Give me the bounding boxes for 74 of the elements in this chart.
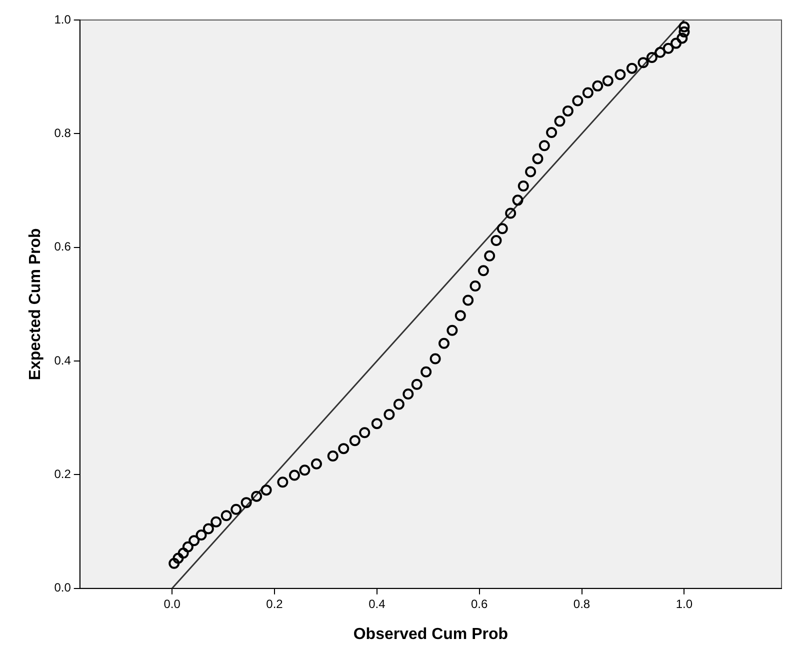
point (230, 504, 242, 515)
point (438, 338, 450, 349)
y-axis-title: Expected Cum Prob (27, 228, 44, 380)
x-tick-label: 0.6 (471, 596, 488, 611)
point (393, 398, 404, 410)
point (554, 116, 566, 127)
point (384, 408, 395, 420)
point (512, 194, 524, 206)
y-tick-label: 0.0 (54, 580, 72, 595)
point (538, 140, 550, 152)
point (518, 180, 529, 192)
point (572, 95, 584, 106)
point (562, 105, 574, 116)
point (310, 458, 322, 470)
point (188, 535, 200, 546)
point (288, 470, 300, 481)
point (670, 38, 682, 49)
y-tick-label: 0.6 (54, 240, 72, 254)
x-tick-label: 0.0 (164, 596, 181, 611)
point (338, 443, 350, 454)
point (182, 541, 194, 552)
point (462, 294, 474, 306)
point (446, 324, 458, 336)
point (592, 80, 604, 92)
point (490, 235, 502, 246)
point (172, 552, 184, 564)
x-tick-label: 0.4 (368, 596, 386, 611)
point (210, 516, 222, 528)
y-tick-label: 1.0 (54, 12, 72, 26)
point (646, 52, 658, 64)
point (454, 310, 466, 322)
point (240, 497, 252, 508)
point (430, 353, 441, 364)
point (626, 62, 638, 74)
x-tick-label: 0.2 (266, 596, 284, 611)
point (505, 208, 516, 219)
point (614, 69, 626, 80)
point (478, 265, 489, 276)
point (496, 223, 508, 234)
point (638, 57, 649, 68)
point (484, 250, 496, 262)
x-tick-label: 0.8 (573, 596, 590, 611)
point (299, 464, 310, 476)
point (676, 32, 688, 44)
point (327, 450, 338, 462)
point (420, 366, 432, 378)
point (411, 378, 422, 390)
point (220, 510, 232, 522)
point (654, 46, 666, 58)
point (251, 490, 262, 502)
x-axis-title: Observed Cum Prob (353, 626, 508, 643)
point (582, 87, 594, 98)
point (470, 280, 481, 292)
point (359, 427, 370, 438)
point (260, 484, 272, 496)
point (168, 558, 180, 569)
y-tick-label: 0.2 (54, 467, 72, 482)
point (349, 435, 360, 446)
point (678, 21, 690, 32)
y-tick-label: 0.4 (54, 353, 72, 368)
point (678, 26, 690, 38)
point (178, 548, 189, 559)
point (371, 418, 382, 430)
point (402, 388, 414, 400)
point (525, 166, 536, 178)
point (196, 529, 207, 540)
x-tick-label: 1.0 (676, 596, 693, 611)
point (546, 127, 558, 138)
point (602, 75, 614, 86)
point (202, 523, 214, 534)
point (277, 476, 288, 488)
point (532, 153, 544, 164)
point (662, 42, 674, 54)
y-tick-label: 0.8 (54, 126, 72, 140)
